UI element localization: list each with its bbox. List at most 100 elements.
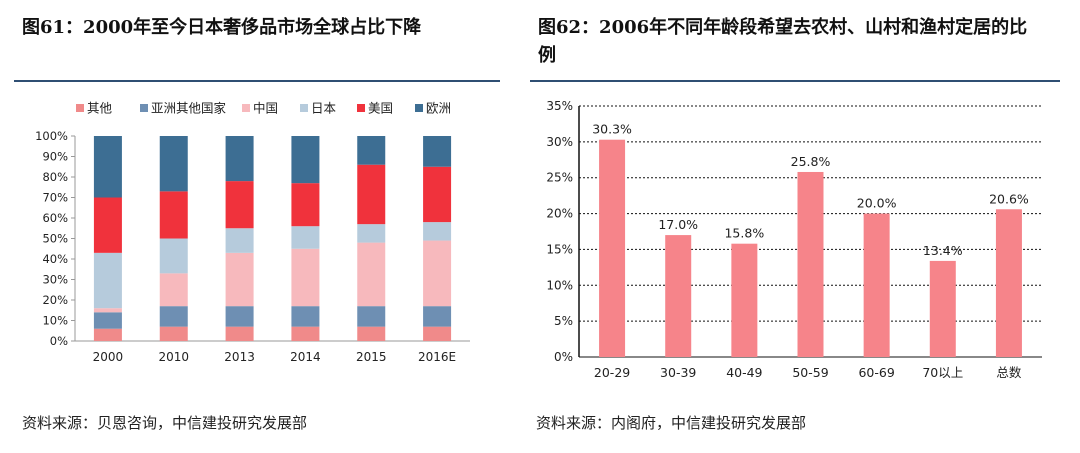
bar-segment bbox=[225, 306, 254, 327]
bar-segment bbox=[159, 191, 188, 239]
right-figure-panel: 图62：2006年不同年龄段希望去农村、山村和渔村定居的比 例 0% 5% 10% 1… bbox=[530, 0, 1080, 453]
y-tick-label: 0% bbox=[50, 334, 68, 348]
bar-segment bbox=[423, 240, 452, 307]
x-tick-label: 60-69 bbox=[858, 365, 894, 380]
bar-segment bbox=[93, 328, 122, 341]
bar-segment bbox=[291, 226, 320, 249]
bar-segment bbox=[423, 222, 452, 241]
y-tick-label: 15% bbox=[546, 242, 573, 256]
y-tick-label: 70% bbox=[42, 191, 68, 205]
stacked-bar-chart: 其他 亚洲其他国家 中国 日本 美国 欧洲 0% 10% 20% 30% 40% 50% 60% 70% 8… bbox=[35, 101, 470, 364]
bar-segment bbox=[93, 197, 122, 253]
legend-item: 日本 bbox=[300, 101, 337, 116]
legend-label: 日本 bbox=[311, 101, 337, 116]
bar-segment bbox=[225, 252, 254, 307]
data-label: 13.4% bbox=[923, 243, 963, 258]
bar-segment bbox=[93, 136, 122, 198]
right-figure-title: 图62：2006年不同年龄段希望去农村、山村和渔村定居的比 例 bbox=[538, 14, 1058, 70]
bar-segment bbox=[159, 136, 188, 192]
y-tick-label: 40% bbox=[42, 252, 68, 266]
bar-segment bbox=[423, 166, 452, 223]
right-figure-source: 资料来源：内阁府，中信建投研究发展部 bbox=[536, 414, 807, 432]
data-label: 15.8% bbox=[724, 226, 764, 241]
bar-segment bbox=[225, 136, 254, 182]
bar-segment bbox=[159, 306, 188, 327]
bar bbox=[863, 213, 890, 357]
y-tick-label: 50% bbox=[42, 232, 68, 246]
bar-segment bbox=[225, 228, 254, 253]
x-tick-label: 50-59 bbox=[792, 365, 828, 380]
x-tick-label: 2014 bbox=[290, 350, 321, 364]
left-title-divider bbox=[14, 80, 500, 82]
legend-item: 中国 bbox=[242, 101, 278, 116]
bar-segment bbox=[159, 326, 188, 341]
bar-segment bbox=[357, 136, 386, 165]
legend-swatch bbox=[415, 104, 423, 112]
x-tick-label: 总数 bbox=[996, 365, 1022, 380]
bar-segment bbox=[357, 224, 386, 243]
bar-segment bbox=[357, 164, 386, 225]
x-tick-label: 2016E bbox=[418, 350, 456, 364]
y-tick-label: 10% bbox=[546, 278, 573, 292]
bar bbox=[731, 243, 758, 357]
y-tick-label: 20% bbox=[546, 207, 573, 221]
y-tick-label: 30% bbox=[546, 135, 573, 149]
y-tick-label: 25% bbox=[546, 171, 573, 185]
bar bbox=[995, 209, 1022, 357]
y-tick-label: 10% bbox=[42, 314, 68, 328]
legend-label: 欧洲 bbox=[426, 101, 451, 116]
legend-swatch bbox=[242, 104, 250, 112]
bar bbox=[929, 260, 956, 357]
x-tick-label: 2013 bbox=[224, 350, 255, 364]
right-title-line-1: 图62：2006年不同年龄段希望去农村、山村和渔村定居的比 bbox=[538, 17, 1028, 38]
bar-segment bbox=[93, 252, 122, 309]
bar-segment bbox=[423, 306, 452, 327]
right-title-divider bbox=[530, 80, 1060, 82]
bar-segment bbox=[423, 326, 452, 341]
bar-segment bbox=[291, 183, 320, 227]
x-tick-label: 70以上 bbox=[922, 365, 963, 380]
bar-segment bbox=[357, 326, 386, 341]
x-tick-label: 40-49 bbox=[726, 365, 762, 380]
legend-item: 欧洲 bbox=[415, 101, 451, 116]
left-figure-source: 资料来源：贝恩咨询，中信建投研究发展部 bbox=[22, 414, 308, 432]
x-tick-label: 2015 bbox=[356, 350, 387, 364]
bar-segment bbox=[291, 326, 320, 341]
bar-segment bbox=[291, 136, 320, 184]
data-label: 30.3% bbox=[592, 122, 632, 137]
legend-item: 亚洲其他国家 bbox=[140, 101, 227, 116]
y-tick-label: 0% bbox=[554, 350, 573, 364]
legend-label: 中国 bbox=[253, 101, 278, 116]
y-tick-label: 35% bbox=[546, 99, 573, 113]
data-label: 20.0% bbox=[857, 196, 897, 211]
x-tick-label: 30-39 bbox=[660, 365, 696, 380]
bar bbox=[665, 235, 692, 357]
x-tick-label: 2010 bbox=[158, 350, 189, 364]
bar-segment bbox=[93, 308, 122, 313]
legend-item: 其他 bbox=[76, 101, 113, 116]
bar-segment bbox=[423, 136, 452, 167]
legend-swatch bbox=[300, 104, 308, 112]
bar bbox=[797, 171, 824, 357]
legend-item: 美国 bbox=[357, 101, 393, 116]
bar-segment bbox=[159, 238, 188, 274]
bar-segment bbox=[159, 273, 188, 307]
left-figure-title: 图61：2000年至今日本奢侈品市场全球占比下降 bbox=[22, 17, 422, 38]
right-title-line-2: 例 bbox=[538, 45, 556, 66]
y-tick-label: 30% bbox=[42, 273, 68, 287]
y-tick-label: 90% bbox=[42, 150, 68, 164]
bar-segment bbox=[225, 181, 254, 229]
y-tick-label: 80% bbox=[42, 170, 68, 184]
left-figure-panel: 图61：2000年至今日本奢侈品市场全球占比下降 其他 亚洲其他国家 中国 日本 美国 欧… bbox=[0, 0, 520, 453]
legend-label: 美国 bbox=[368, 101, 393, 116]
data-label: 25.8% bbox=[791, 154, 831, 169]
bar-segment bbox=[291, 248, 320, 307]
y-tick-label: 5% bbox=[554, 314, 573, 328]
bar-segment bbox=[357, 306, 386, 327]
data-label: 20.6% bbox=[989, 191, 1029, 206]
legend-label: 亚洲其他国家 bbox=[151, 101, 227, 116]
bar bbox=[599, 139, 626, 357]
legend-swatch bbox=[76, 104, 84, 112]
bar-segment bbox=[93, 312, 122, 329]
legend-swatch bbox=[140, 104, 148, 112]
